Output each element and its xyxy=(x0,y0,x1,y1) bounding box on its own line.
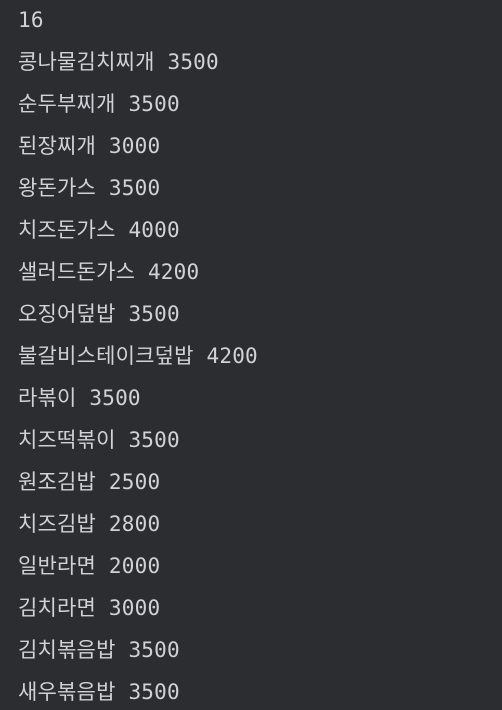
menu-line: 치즈돈가스 4000 xyxy=(18,218,180,242)
menu-line: 된장찌개 3000 xyxy=(18,134,161,158)
menu-line: 치즈떡볶이 3500 xyxy=(18,428,180,452)
item-count: 16 xyxy=(18,8,44,32)
menu-line: 불갈비스테이크덮밥 4200 xyxy=(18,344,258,368)
menu-line: 콩나물김치찌개 3500 xyxy=(18,50,219,74)
menu-line: 오징어덮밥 3500 xyxy=(18,302,180,326)
menu-line: 김치라면 3000 xyxy=(18,596,161,620)
menu-line: 샐러드돈가스 4200 xyxy=(18,260,200,284)
menu-line: 새우볶음밥 3500 xyxy=(18,680,180,704)
menu-line: 순두부찌개 3500 xyxy=(18,92,180,116)
menu-line: 치즈김밥 2800 xyxy=(18,512,161,536)
menu-line: 김치볶음밥 3500 xyxy=(18,638,180,662)
menu-line: 왕돈가스 3500 xyxy=(18,176,161,200)
menu-line: 라볶이 3500 xyxy=(18,386,141,410)
menu-line: 원조김밥 2500 xyxy=(18,470,161,494)
menu-line: 일반라면 2000 xyxy=(18,554,161,578)
